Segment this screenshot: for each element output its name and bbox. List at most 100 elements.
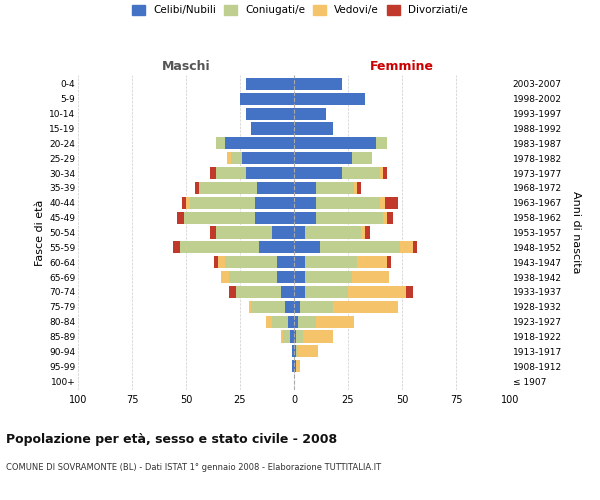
- Bar: [355, 182, 356, 194]
- Bar: [380, 196, 385, 209]
- Legend: Celibi/Nubili, Coniugati/e, Vedovi/e, Divorziati/e: Celibi/Nubili, Coniugati/e, Vedovi/e, Di…: [132, 5, 468, 15]
- Bar: [341, 167, 380, 179]
- Text: Popolazione per età, sesso e stato civile - 2008: Popolazione per età, sesso e stato civil…: [6, 432, 337, 446]
- Bar: [184, 212, 255, 224]
- Bar: [225, 138, 294, 149]
- Text: Maschi: Maschi: [161, 60, 211, 72]
- Bar: [294, 346, 296, 358]
- Bar: [294, 330, 296, 342]
- Bar: [214, 256, 218, 268]
- Bar: [294, 182, 316, 194]
- Bar: [296, 360, 301, 372]
- Bar: [232, 152, 242, 164]
- Bar: [361, 226, 365, 238]
- Bar: [266, 316, 272, 328]
- Bar: [316, 316, 355, 328]
- Bar: [190, 196, 255, 209]
- Bar: [199, 182, 257, 194]
- Bar: [292, 360, 294, 372]
- Bar: [294, 212, 316, 224]
- Bar: [294, 300, 301, 313]
- Bar: [251, 122, 294, 134]
- Bar: [305, 226, 361, 238]
- Bar: [294, 271, 305, 283]
- Bar: [383, 212, 387, 224]
- Bar: [247, 167, 294, 179]
- Bar: [186, 196, 190, 209]
- Bar: [255, 212, 294, 224]
- Bar: [294, 360, 296, 372]
- Bar: [294, 256, 305, 268]
- Bar: [294, 316, 298, 328]
- Bar: [251, 300, 286, 313]
- Bar: [294, 286, 305, 298]
- Bar: [294, 196, 316, 209]
- Bar: [247, 108, 294, 120]
- Bar: [255, 196, 294, 209]
- Bar: [294, 92, 365, 105]
- Bar: [316, 196, 380, 209]
- Bar: [305, 286, 348, 298]
- Bar: [348, 286, 406, 298]
- Y-axis label: Fasce di età: Fasce di età: [35, 200, 45, 266]
- Bar: [210, 167, 216, 179]
- Bar: [385, 196, 398, 209]
- Bar: [281, 286, 294, 298]
- Bar: [298, 346, 318, 358]
- Bar: [406, 286, 413, 298]
- Bar: [236, 286, 281, 298]
- Bar: [387, 212, 394, 224]
- Bar: [272, 226, 294, 238]
- Bar: [221, 271, 229, 283]
- Bar: [173, 242, 179, 254]
- Bar: [305, 256, 356, 268]
- Bar: [333, 300, 398, 313]
- Bar: [286, 300, 294, 313]
- Bar: [316, 212, 383, 224]
- Bar: [302, 330, 333, 342]
- Bar: [257, 182, 294, 194]
- Bar: [352, 152, 372, 164]
- Bar: [294, 226, 305, 238]
- Bar: [352, 271, 389, 283]
- Bar: [356, 256, 387, 268]
- Bar: [294, 78, 341, 90]
- Bar: [178, 212, 184, 224]
- Bar: [227, 152, 232, 164]
- Bar: [294, 108, 326, 120]
- Bar: [294, 122, 333, 134]
- Bar: [292, 346, 294, 358]
- Bar: [194, 182, 199, 194]
- Bar: [320, 242, 400, 254]
- Bar: [277, 271, 294, 283]
- Bar: [247, 78, 294, 90]
- Bar: [225, 256, 277, 268]
- Bar: [294, 167, 341, 179]
- Bar: [229, 271, 277, 283]
- Bar: [298, 316, 316, 328]
- Bar: [272, 316, 287, 328]
- Bar: [296, 330, 302, 342]
- Bar: [305, 271, 352, 283]
- Text: Femmine: Femmine: [370, 60, 434, 72]
- Bar: [400, 242, 413, 254]
- Bar: [277, 256, 294, 268]
- Bar: [182, 196, 186, 209]
- Bar: [259, 242, 294, 254]
- Text: COMUNE DI SOVRAMONTE (BL) - Dati ISTAT 1° gennaio 2008 - Elaborazione TUTTITALIA: COMUNE DI SOVRAMONTE (BL) - Dati ISTAT 1…: [6, 462, 381, 471]
- Bar: [216, 226, 272, 238]
- Bar: [290, 330, 294, 342]
- Bar: [380, 167, 383, 179]
- Bar: [301, 300, 333, 313]
- Bar: [387, 256, 391, 268]
- Bar: [294, 242, 320, 254]
- Bar: [376, 138, 387, 149]
- Bar: [294, 152, 352, 164]
- Bar: [294, 138, 376, 149]
- Bar: [413, 242, 417, 254]
- Bar: [287, 316, 294, 328]
- Bar: [216, 167, 247, 179]
- Bar: [248, 300, 251, 313]
- Bar: [210, 226, 216, 238]
- Y-axis label: Anni di nascita: Anni di nascita: [571, 191, 581, 274]
